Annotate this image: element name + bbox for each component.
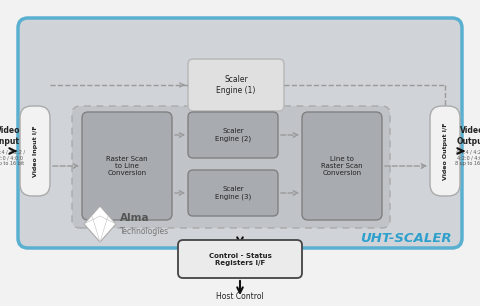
FancyBboxPatch shape	[178, 240, 302, 278]
Text: Line to
Raster Scan
Conversion: Line to Raster Scan Conversion	[321, 156, 363, 176]
FancyBboxPatch shape	[18, 18, 462, 248]
Text: Alma: Alma	[120, 213, 150, 223]
Text: 4:4:4 / 4:2:2 /
4:2:0 / 4:0:0
8 up to 16 bit: 4:4:4 / 4:2:2 / 4:2:0 / 4:0:0 8 up to 16…	[0, 150, 24, 166]
FancyBboxPatch shape	[82, 112, 172, 220]
Text: UHT-SCALER: UHT-SCALER	[360, 232, 452, 244]
Text: Scaler
Engine (3): Scaler Engine (3)	[215, 186, 251, 200]
FancyBboxPatch shape	[72, 106, 390, 228]
FancyBboxPatch shape	[430, 106, 460, 196]
FancyBboxPatch shape	[20, 106, 50, 196]
Text: Scaler
Engine (1): Scaler Engine (1)	[216, 75, 256, 95]
Text: Video Output I/F: Video Output I/F	[443, 122, 447, 180]
FancyBboxPatch shape	[188, 59, 284, 111]
Text: Control - Status
Registers I/F: Control - Status Registers I/F	[209, 252, 271, 266]
Text: Video Input I/F: Video Input I/F	[33, 125, 37, 177]
Text: Raster Scan
to Line
Conversion: Raster Scan to Line Conversion	[106, 156, 148, 176]
Text: Technologies: Technologies	[120, 226, 169, 236]
Text: Video
Output: Video Output	[457, 126, 480, 146]
FancyBboxPatch shape	[188, 170, 278, 216]
Text: Scaler
Engine (2): Scaler Engine (2)	[215, 128, 251, 142]
FancyBboxPatch shape	[302, 112, 382, 220]
Polygon shape	[84, 206, 116, 242]
Text: 4:4:4 / 4:2:2 /
4:2:0 / 4:0:0
8 up to 16 bit: 4:4:4 / 4:2:2 / 4:2:0 / 4:0:0 8 up to 16…	[456, 150, 480, 166]
Text: Host Control: Host Control	[216, 292, 264, 301]
Text: Video
Input: Video Input	[0, 126, 20, 146]
FancyBboxPatch shape	[188, 112, 278, 158]
